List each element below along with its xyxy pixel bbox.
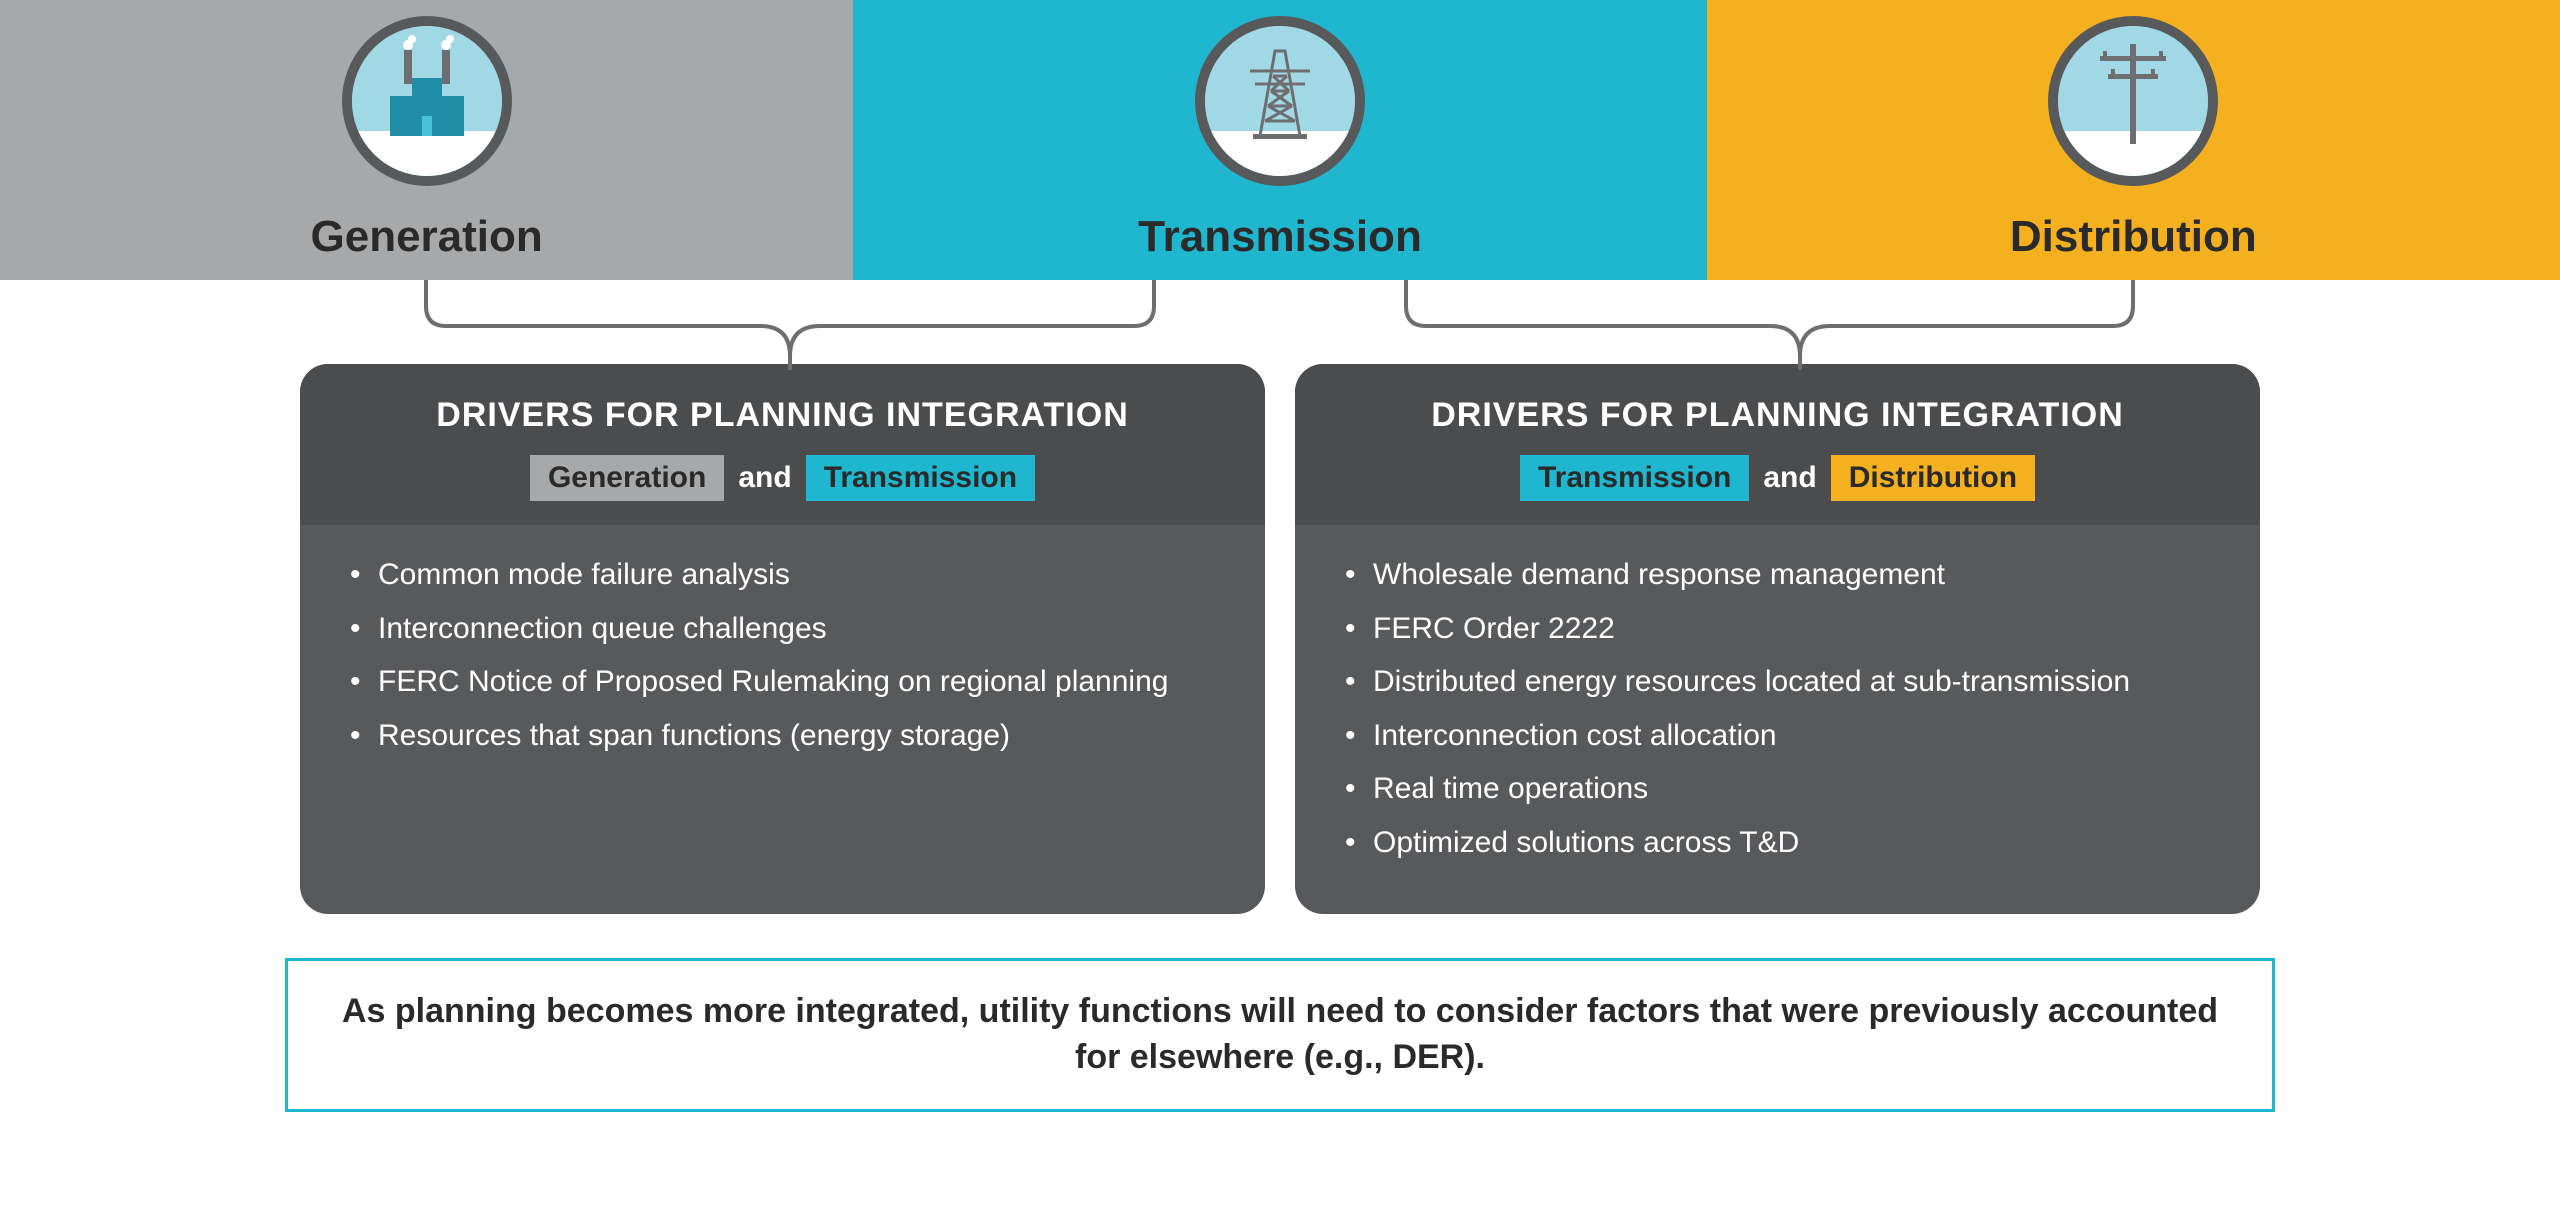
driver-item: Interconnection cost allocation <box>1345 714 2210 758</box>
card-title: DRIVERS FOR PLANNING INTEGRATION <box>340 396 1225 435</box>
driver-list: Wholesale demand response management FERC… <box>1345 553 2210 864</box>
driver-item: Common mode failure analysis <box>350 553 1215 597</box>
card-body: Common mode failure analysis Interconnect… <box>300 525 1265 807</box>
driver-item: FERC Notice of Proposed Rulemaking on re… <box>350 660 1215 704</box>
footer-callout: As planning becomes more integrated, uti… <box>285 958 2275 1112</box>
driver-item: Distributed energy resources located at … <box>1345 660 2210 704</box>
chip-distribution: Distribution <box>1831 455 2035 501</box>
chip-and: and <box>738 461 791 495</box>
card-title: DRIVERS FOR PLANNING INTEGRATION <box>1335 396 2220 435</box>
stage-label: Distribution <box>2010 212 2257 262</box>
driver-item: Interconnection queue challenges <box>350 607 1215 651</box>
driver-item: Wholesale demand response management <box>1345 553 2210 597</box>
chip-row: Generation and Transmission <box>340 455 1225 501</box>
generation-icon <box>342 16 512 186</box>
chip-and: and <box>1763 461 1816 495</box>
stage-row: Generation <box>0 0 2560 280</box>
stage-label: Generation <box>311 212 543 262</box>
chip-row: Transmission and Distribution <box>1335 455 2220 501</box>
connector-braces <box>0 280 2560 370</box>
cards-row: DRIVERS FOR PLANNING INTEGRATION Generat… <box>0 364 2560 914</box>
card-body: Wholesale demand response management FERC… <box>1295 525 2260 914</box>
driver-item: Real time operations <box>1345 767 2210 811</box>
stage-generation: Generation <box>0 0 853 280</box>
distribution-icon <box>2048 16 2218 186</box>
transmission-icon <box>1195 16 1365 186</box>
driver-item: FERC Order 2222 <box>1345 607 2210 651</box>
stage-transmission: Transmission <box>853 0 1706 280</box>
chip-generation: Generation <box>530 455 724 501</box>
driver-list: Common mode failure analysis Interconnect… <box>350 553 1215 757</box>
card-transmission-distribution: DRIVERS FOR PLANNING INTEGRATION Transmi… <box>1295 364 2260 914</box>
card-generation-transmission: DRIVERS FOR PLANNING INTEGRATION Generat… <box>300 364 1265 914</box>
footer-text: As planning becomes more integrated, uti… <box>328 989 2232 1081</box>
card-header: DRIVERS FOR PLANNING INTEGRATION Transmi… <box>1295 364 2260 525</box>
driver-item: Resources that span functions (energy st… <box>350 714 1215 758</box>
stage-label: Transmission <box>1138 212 1422 262</box>
card-header: DRIVERS FOR PLANNING INTEGRATION Generat… <box>300 364 1265 525</box>
stage-distribution: Distribution <box>1707 0 2560 280</box>
driver-item: Optimized solutions across T&D <box>1345 821 2210 865</box>
chip-transmission: Transmission <box>1520 455 1749 501</box>
chip-transmission: Transmission <box>806 455 1035 501</box>
